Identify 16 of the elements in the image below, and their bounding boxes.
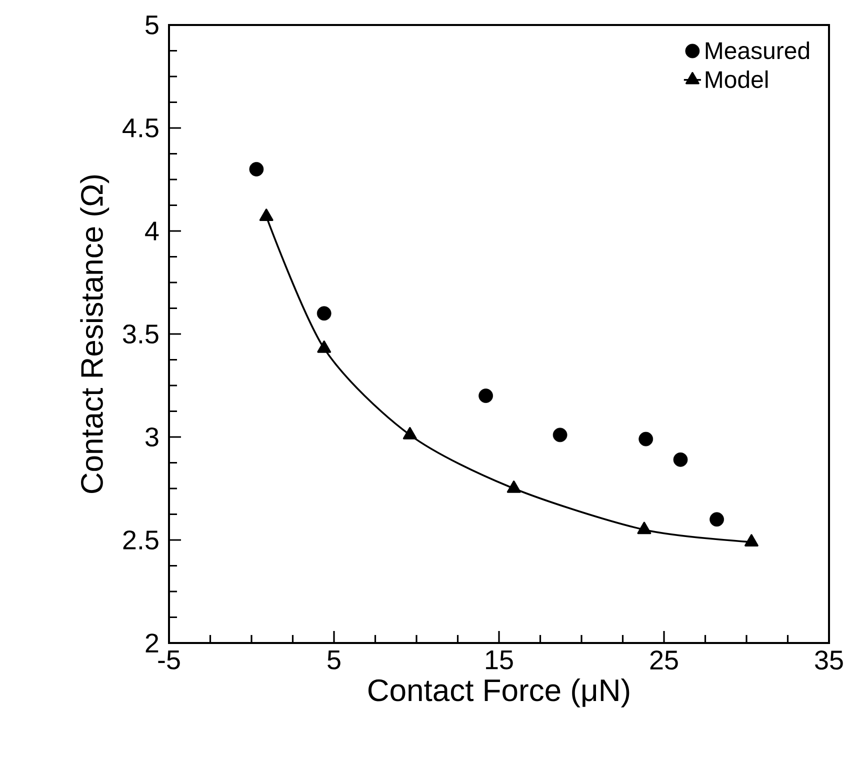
y-tick-label: 3 (145, 427, 158, 447)
x-tick-label: 15 (486, 650, 513, 670)
x-axis-title: Contact Force (μN) (368, 678, 630, 708)
y-axis-title: Contact Resistance (Ω) (80, 175, 110, 494)
x-tick-label: 35 (815, 650, 843, 670)
y-tick-label: 3.5 (122, 324, 158, 344)
y-tick-label: 2 (146, 634, 158, 652)
y-tick-label: 5 (146, 16, 158, 34)
y-tick-label: 4 (145, 222, 159, 240)
y-tick-label: 4.5 (122, 118, 158, 138)
x-tick-label: 5 (328, 650, 340, 670)
x-tick-label: 25 (650, 650, 678, 670)
x-tick-label: -5 (158, 650, 180, 670)
legend-label: Model (706, 70, 768, 88)
legend-label: Measured (706, 42, 810, 60)
y-tick-label: 2.5 (123, 530, 158, 550)
